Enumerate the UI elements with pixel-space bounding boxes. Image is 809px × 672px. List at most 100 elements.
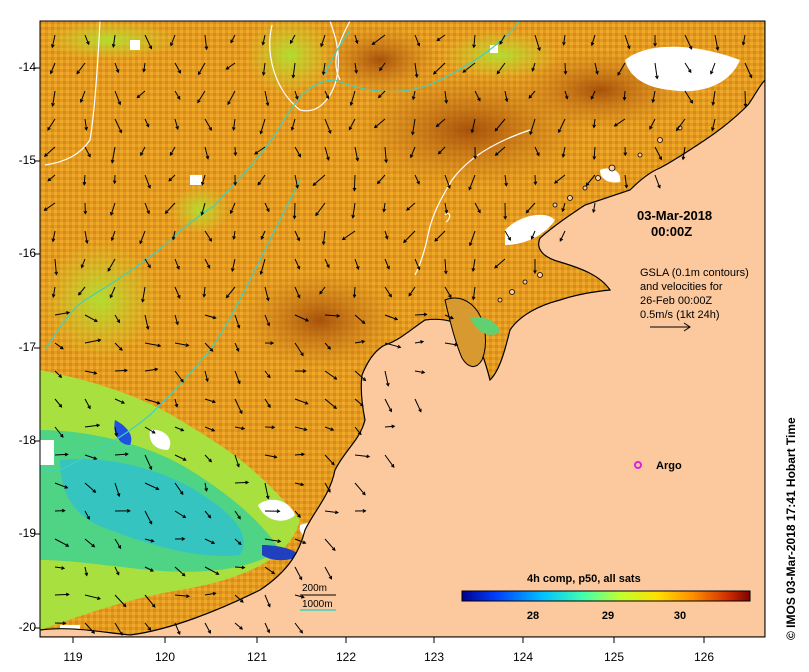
velocity-arrow-head [711,101,716,106]
velocity-arrow [624,34,630,49]
velocity-arrow [234,146,236,156]
velocity-arrow-head [409,154,414,159]
x-tick-label: 126 [693,650,715,664]
velocity-arrow-head [145,325,150,331]
velocity-arrow [230,202,236,214]
velocity-arrow-head [124,452,129,457]
velocity-arrow-head [473,155,478,160]
velocity-arrow-head [245,480,250,485]
velocity-arrow [80,90,86,103]
velocity-arrow [174,286,181,299]
velocity-arrow-head [436,37,441,42]
velocity-arrow [114,538,122,549]
colorbar-tick: 29 [601,610,615,622]
velocity-arrow-head [181,572,186,577]
velocity-arrow-head [529,131,533,136]
velocity-arrow-head [382,208,386,213]
velocity-arrow-head [592,124,597,129]
velocity-arrow-head [117,545,122,550]
velocity-arrow-head [147,184,151,189]
velocity-arrow-head [64,485,69,489]
velocity-arrow [559,230,566,242]
velocity-arrow-head [140,152,144,157]
velocity-arrow-head [444,99,449,104]
velocity-arrow-head [148,45,153,50]
velocity-arrow-head [687,69,692,74]
velocity-arrow-head [536,152,540,157]
velocity-arrow [384,314,398,320]
velocity-arrow-head [215,571,220,575]
velocity-arrow-head [333,405,338,409]
velocity-arrow-head [156,401,161,405]
velocity-arrow-head [435,123,440,128]
velocity-arrow [54,593,69,596]
velocity-arrow-head [300,595,305,599]
velocity-arrow-head [109,294,114,299]
velocity-arrow [354,398,364,407]
velocity-arrow [114,62,119,73]
velocity-arrow-head [494,127,499,132]
velocity-arrow [174,342,189,346]
velocity-arrow-head [494,264,498,269]
velocity-arrow-head [119,631,123,636]
velocity-arrow-head [397,344,402,349]
velocity-arrow [234,398,243,414]
velocity-arrow [234,481,249,484]
velocity-arrow [204,426,215,432]
velocity-arrow-head [149,568,154,572]
velocity-arrow [174,398,178,407]
velocity-arrow [414,62,418,78]
velocity-arrow [528,90,536,99]
velocity-arrow-head [326,264,330,269]
velocity-arrow [414,174,420,185]
argo-label: Argo [656,460,682,472]
velocity-arrow-head [51,293,56,298]
velocity-arrow-head [390,464,395,468]
velocity-arrow-head [528,94,533,99]
x-tick-label: 124 [512,650,534,664]
velocity-arrow-head [331,461,335,466]
velocity-arrow-head [86,41,90,46]
velocity-arrow-head [212,315,217,320]
velocity-arrow-head [51,238,56,243]
velocity-arrow [384,454,395,468]
velocity-arrow [264,622,270,633]
velocity-arrow-head [297,514,301,518]
velocity-arrow [264,454,277,458]
velocity-arrow [84,230,88,244]
velocity-arrow-head [292,215,297,220]
velocity-arrow [114,90,121,105]
velocity-arrow [354,146,359,161]
velocity-arrow-head [477,209,481,214]
velocity-arrow-head [303,427,308,432]
velocity-arrow-head [61,566,66,570]
velocity-arrow-head [321,71,326,76]
velocity-arrow [204,538,215,544]
velocity-arrow [84,146,91,157]
velocity-arrow-head [327,130,332,135]
velocity-arrow [474,202,481,213]
velocity-arrow-head [388,293,392,298]
velocity-arrow-head [236,324,241,329]
cool-region-blue [114,420,132,445]
velocity-arrow-head [406,207,410,211]
plot-frame [39,20,766,638]
velocity-arrow-head [83,210,88,215]
velocity-arrow-head [267,603,271,608]
velocity-arrow-head [176,95,181,100]
velocity-arrow-head [150,538,155,543]
velocity-arrow-head [414,74,419,79]
velocity-arrow [198,62,206,75]
velocity-arrow-head [179,491,184,496]
velocity-arrow-head [271,570,276,575]
velocity-arrow-head [112,180,117,185]
velocity-arrow [201,202,206,215]
velocity-arrow-head [164,210,169,214]
velocity-arrow-head [416,42,421,47]
velocity-arrow [414,370,425,374]
velocity-arrow-head [205,378,209,383]
gsla-note: GSLA (0.1m contours) and velocities for … [640,266,749,322]
velocity-arrow-head [277,539,282,543]
velocity-arrow [354,454,370,458]
velocity-arrow-head [136,94,141,99]
